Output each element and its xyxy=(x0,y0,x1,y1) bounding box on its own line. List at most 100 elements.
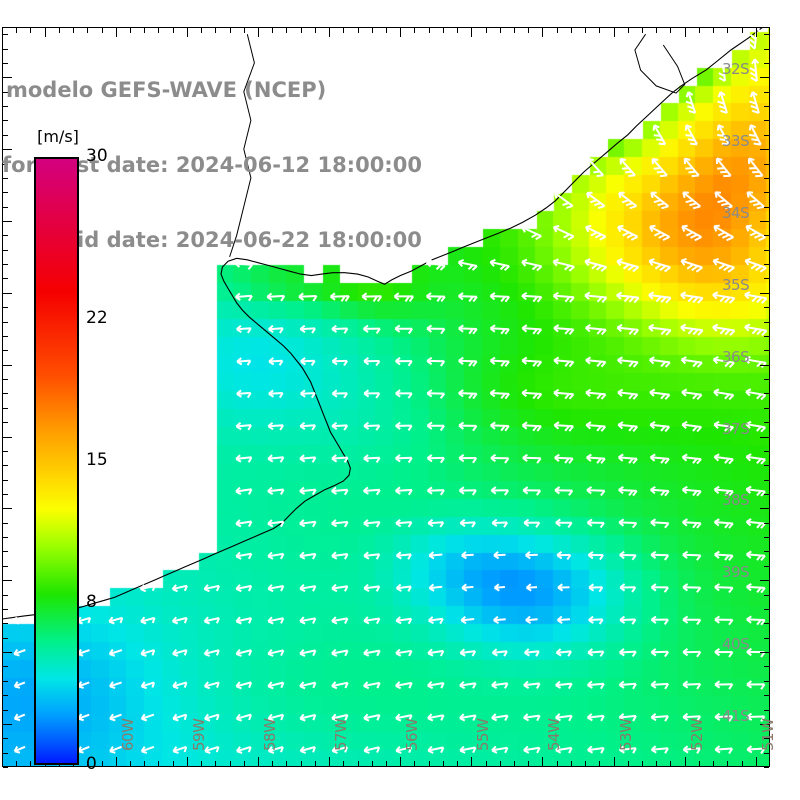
wind-barb xyxy=(203,681,220,690)
axis-tick xyxy=(244,28,245,33)
wind-barb xyxy=(585,324,607,336)
wind-barb xyxy=(491,713,509,722)
wind-barb xyxy=(267,681,285,690)
axis-tick xyxy=(486,28,487,33)
wind-barb xyxy=(395,745,413,754)
axis-tick xyxy=(670,761,671,766)
wind-barb xyxy=(267,421,284,431)
wind-barb xyxy=(266,292,286,302)
wind-barb xyxy=(714,583,734,594)
axis-tick xyxy=(258,757,259,766)
wind-barb xyxy=(553,191,574,209)
wind-barb xyxy=(108,616,124,625)
latitude-label: 34S xyxy=(722,203,750,222)
axis-tick xyxy=(3,566,8,567)
wind-barb xyxy=(746,615,766,626)
longitude-label: 59W xyxy=(189,718,208,751)
axis-tick xyxy=(764,451,769,452)
axis-tick xyxy=(764,710,769,711)
axis-tick xyxy=(764,494,769,495)
wind-barb xyxy=(235,584,253,593)
axis-tick xyxy=(670,28,671,33)
colorbar-tick-label: 0 xyxy=(86,754,97,774)
axis-tick xyxy=(173,28,174,33)
axis-tick xyxy=(614,757,615,766)
axis-tick xyxy=(187,757,188,766)
wind-barb xyxy=(395,583,412,592)
wind-barb xyxy=(525,615,538,624)
wind-barb xyxy=(140,745,155,754)
axis-tick xyxy=(528,761,529,766)
wind-barb xyxy=(585,421,607,432)
axis-tick xyxy=(764,393,769,394)
axis-tick xyxy=(764,609,769,610)
title-line-valid-date: valid date: 2024-06-22 18:00:00 xyxy=(42,228,422,252)
axis-tick xyxy=(457,761,458,766)
wind-barb xyxy=(586,191,606,210)
wind-barb xyxy=(235,486,253,495)
wind-barb xyxy=(395,518,413,528)
wind-barb xyxy=(458,421,478,432)
wind-barb xyxy=(682,550,702,561)
wind-barb xyxy=(523,713,541,722)
wind-barb xyxy=(745,224,766,242)
bottom-axis-ticks xyxy=(2,756,770,766)
wind-barb xyxy=(586,518,605,529)
axis-tick xyxy=(764,34,769,35)
wind-barb xyxy=(267,584,285,593)
wind-barb xyxy=(681,453,702,465)
axis-tick xyxy=(742,761,743,766)
wind-barb xyxy=(680,356,703,368)
wind-speed-raster xyxy=(2,27,770,767)
axis-tick xyxy=(215,28,216,33)
wind-barb xyxy=(109,745,122,754)
wind-barb xyxy=(521,258,543,272)
wind-barb xyxy=(649,224,670,241)
axis-tick xyxy=(187,28,188,37)
wind-barb xyxy=(13,745,26,754)
colorbar-tick-label: 8 xyxy=(86,591,97,612)
axis-tick xyxy=(130,28,131,33)
wind-barb xyxy=(682,191,701,210)
longitude-label: 51W xyxy=(758,718,777,751)
wind-barb xyxy=(395,648,413,657)
wind-barb xyxy=(394,324,414,335)
axis-tick xyxy=(500,761,501,766)
axis-tick xyxy=(3,623,8,624)
wind-barb xyxy=(203,584,221,593)
axis-tick xyxy=(542,757,543,766)
wind-barb xyxy=(235,616,253,625)
wind-barb xyxy=(714,712,734,722)
wind-barb xyxy=(713,453,734,465)
axis-tick xyxy=(764,465,769,466)
wind-barb xyxy=(267,519,285,528)
axis-tick xyxy=(400,28,401,37)
wind-barb xyxy=(267,551,285,560)
wind-barb xyxy=(521,225,542,241)
axis-tick xyxy=(286,761,287,766)
longitude-label: 52W xyxy=(687,718,706,751)
wind-barb xyxy=(77,713,90,722)
wind-barb xyxy=(267,713,285,722)
axis-tick xyxy=(764,767,769,768)
longitude-label: 58W xyxy=(261,718,279,751)
wind-barb xyxy=(493,551,506,560)
latitude-label: 36S xyxy=(722,347,750,366)
axis-tick xyxy=(372,28,373,33)
wind-barb xyxy=(331,486,349,496)
wind-barb xyxy=(299,486,317,496)
axis-tick xyxy=(628,28,629,33)
wind-barb xyxy=(426,356,446,367)
wind-barb xyxy=(523,680,541,689)
wind-barb xyxy=(427,518,445,528)
wind-barb xyxy=(460,615,475,625)
axis-tick xyxy=(3,451,8,452)
wind-barb xyxy=(585,356,607,368)
top-axis-ticks xyxy=(2,28,770,38)
axis-tick xyxy=(201,28,202,33)
longitude-label: 53W xyxy=(616,718,635,751)
axis-tick xyxy=(764,106,769,107)
wind-barb xyxy=(713,485,734,497)
wind-barb xyxy=(267,648,285,657)
axis-tick xyxy=(3,365,12,366)
